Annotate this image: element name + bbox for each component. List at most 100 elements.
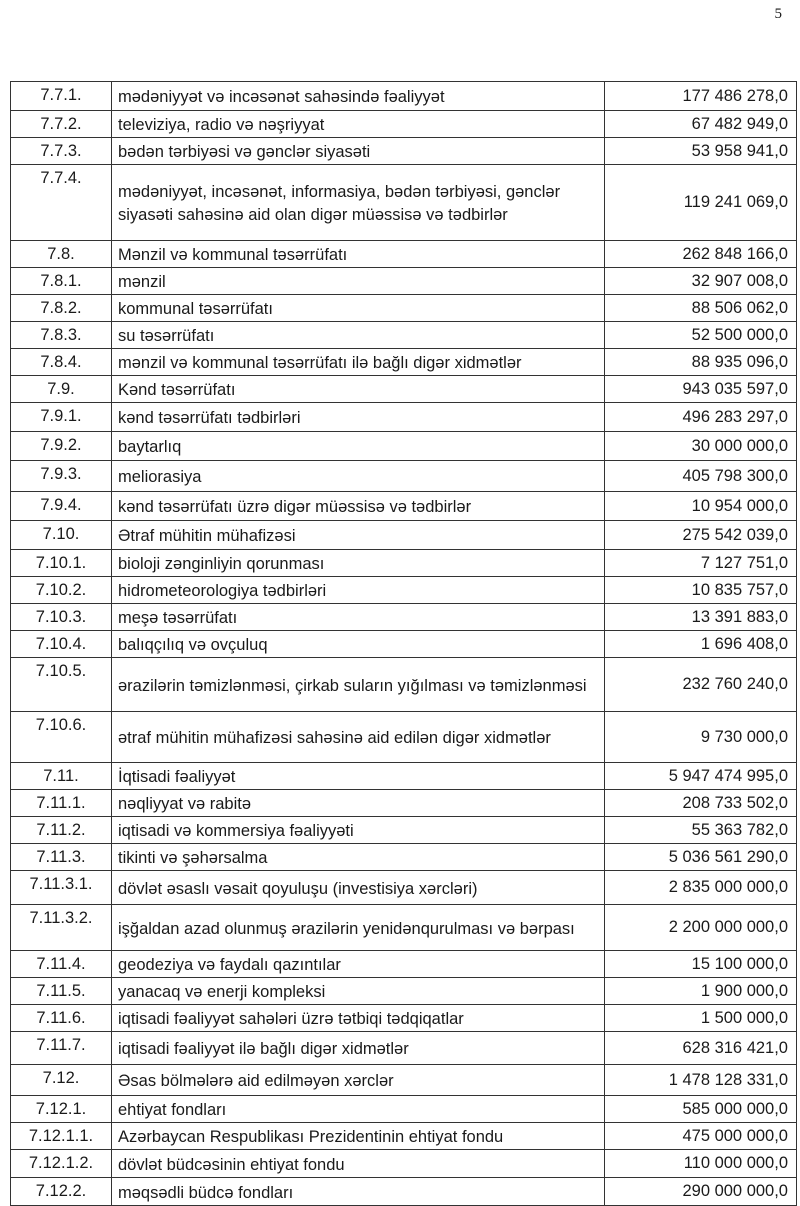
table-row: 7.11.3.2. işğaldan azad olunmuş əraziləri… bbox=[10, 904, 797, 951]
row-amount: 496 283 297,0 bbox=[604, 402, 797, 432]
row-description: tikinti və şəhərsalma bbox=[111, 843, 605, 871]
table-row: 7.9.3. meliorasiya 405 798 300,0 bbox=[10, 460, 797, 492]
row-code: 7.10. bbox=[10, 520, 112, 550]
table-row: 7.11. İqtisadi fəaliyyət 5 947 474 995,0 bbox=[10, 762, 797, 790]
row-description: bioloji zənginliyin qorunması bbox=[111, 549, 605, 577]
row-amount: 7 127 751,0 bbox=[604, 549, 797, 577]
row-description: İqtisadi fəaliyyət bbox=[111, 762, 605, 790]
table-row: 7.8.1. mənzil 32 907 008,0 bbox=[10, 267, 797, 295]
row-code: 7.9.1. bbox=[10, 402, 112, 432]
row-code: 7.8.1. bbox=[10, 267, 112, 295]
table-row: 7.11.4. geodeziya və faydalı qazıntılar 15… bbox=[10, 950, 797, 978]
row-amount: 110 000 000,0 bbox=[604, 1149, 797, 1178]
row-description: dövlət əsaslı vəsait qoyuluşu (investisi… bbox=[111, 870, 605, 905]
budget-table: 7.7.1. mədəniyyət və incəsənət sahəsində … bbox=[10, 81, 797, 1206]
row-code: 7.7.3. bbox=[10, 137, 112, 165]
table-row: 7.9.2. baytarlıq 30 000 000,0 bbox=[10, 431, 797, 461]
row-code: 7.11.2. bbox=[10, 816, 112, 844]
row-code: 7.9.3. bbox=[10, 460, 112, 492]
row-amount: 275 542 039,0 bbox=[604, 520, 797, 550]
table-row: 7.9. Kənd təsərrüfatı 943 035 597,0 bbox=[10, 375, 797, 403]
table-row: 7.10.4. balıqçılıq və ovçuluq 1 696 408,0 bbox=[10, 630, 797, 658]
table-row: 7.11.6. iqtisadi fəaliyyət sahələri üzrə … bbox=[10, 1004, 797, 1032]
row-amount: 628 316 421,0 bbox=[604, 1031, 797, 1065]
row-code: 7.11.3.2. bbox=[10, 904, 112, 951]
table-row: 7.11.3.1. dövlət əsaslı vəsait qoyuluşu (… bbox=[10, 870, 797, 905]
row-description: balıqçılıq və ovçuluq bbox=[111, 630, 605, 658]
row-code: 7.10.4. bbox=[10, 630, 112, 658]
row-description: mədəniyyət və incəsənət sahəsində fəaliy… bbox=[111, 81, 605, 111]
row-code: 7.9.2. bbox=[10, 431, 112, 461]
row-description: mədəniyyət, incəsənət, informasiya, bədə… bbox=[111, 164, 605, 241]
row-code: 7.11. bbox=[10, 762, 112, 790]
row-amount: 67 482 949,0 bbox=[604, 110, 797, 138]
row-amount: 13 391 883,0 bbox=[604, 603, 797, 631]
row-amount: 1 478 128 331,0 bbox=[604, 1064, 797, 1096]
row-amount: 208 733 502,0 bbox=[604, 789, 797, 817]
table-row: 7.8.2. kommunal təsərrüfatı 88 506 062,0 bbox=[10, 294, 797, 322]
row-amount: 9 730 000,0 bbox=[604, 711, 797, 763]
row-amount: 2 835 000 000,0 bbox=[604, 870, 797, 905]
row-description: kənd təsərrüfatı tədbirləri bbox=[111, 402, 605, 432]
row-amount: 88 935 096,0 bbox=[604, 348, 797, 376]
row-amount: 88 506 062,0 bbox=[604, 294, 797, 322]
row-description: Mənzil və kommunal təsərrüfatı bbox=[111, 240, 605, 268]
row-code: 7.12. bbox=[10, 1064, 112, 1096]
row-description: mənzil bbox=[111, 267, 605, 295]
row-code: 7.11.4. bbox=[10, 950, 112, 978]
row-amount: 1 900 000,0 bbox=[604, 977, 797, 1005]
row-amount: 475 000 000,0 bbox=[604, 1122, 797, 1150]
row-description: nəqliyyat və rabitə bbox=[111, 789, 605, 817]
row-code: 7.10.6. bbox=[10, 711, 112, 763]
row-description: dövlət büdcəsinin ehtiyat fondu bbox=[111, 1149, 605, 1178]
row-amount: 5 036 561 290,0 bbox=[604, 843, 797, 871]
row-description: ətraf mühitin mühafizəsi sahəsinə aid ed… bbox=[111, 711, 605, 763]
row-description: televiziya, radio və nəşriyyat bbox=[111, 110, 605, 138]
table-row: 7.7.1. mədəniyyət və incəsənət sahəsində … bbox=[10, 81, 797, 111]
row-code: 7.11.5. bbox=[10, 977, 112, 1005]
row-description: meşə təsərrüfatı bbox=[111, 603, 605, 631]
row-code: 7.11.3.1. bbox=[10, 870, 112, 905]
row-code: 7.10.3. bbox=[10, 603, 112, 631]
row-code: 7.11.3. bbox=[10, 843, 112, 871]
table-row: 7.7.4. mədəniyyət, incəsənət, informasiya… bbox=[10, 164, 797, 241]
table-row: 7.11.2. iqtisadi və kommersiya fəaliyyəti… bbox=[10, 816, 797, 844]
row-description: su təsərrüfatı bbox=[111, 321, 605, 349]
table-row: 7.11.1. nəqliyyat və rabitə 208 733 502,0 bbox=[10, 789, 797, 817]
row-amount: 232 760 240,0 bbox=[604, 657, 797, 712]
table-row: 7.10.2. hidrometeorologiya tədbirləri 10 8… bbox=[10, 576, 797, 604]
row-code: 7.10.2. bbox=[10, 576, 112, 604]
row-description: hidrometeorologiya tədbirləri bbox=[111, 576, 605, 604]
row-code: 7.9.4. bbox=[10, 491, 112, 521]
table-row: 7.10.6. ətraf mühitin mühafizəsi sahəsinə… bbox=[10, 711, 797, 763]
row-code: 7.7.1. bbox=[10, 81, 112, 111]
row-amount: 53 958 941,0 bbox=[604, 137, 797, 165]
row-amount: 55 363 782,0 bbox=[604, 816, 797, 844]
row-amount: 1 500 000,0 bbox=[604, 1004, 797, 1032]
table-row: 7.8.4. mənzil və kommunal təsərrüfatı ilə… bbox=[10, 348, 797, 376]
row-description: baytarlıq bbox=[111, 431, 605, 461]
row-code: 7.7.4. bbox=[10, 164, 112, 241]
table-row: 7.11.3. tikinti və şəhərsalma 5 036 561 29… bbox=[10, 843, 797, 871]
table-row: 7.10. Ətraf mühitin mühafizəsi 275 542 039… bbox=[10, 520, 797, 550]
row-description: ehtiyat fondları bbox=[111, 1095, 605, 1123]
row-amount: 10 835 757,0 bbox=[604, 576, 797, 604]
row-code: 7.11.7. bbox=[10, 1031, 112, 1065]
row-code: 7.8.3. bbox=[10, 321, 112, 349]
page-number: 5 bbox=[774, 6, 783, 22]
table-row: 7.7.2. televiziya, radio və nəşriyyat 67 4… bbox=[10, 110, 797, 138]
row-code: 7.12.1.1. bbox=[10, 1122, 112, 1150]
row-description: Azərbaycan Respublikası Prezidentinin eh… bbox=[111, 1122, 605, 1150]
table-row: 7.10.3. meşə təsərrüfatı 13 391 883,0 bbox=[10, 603, 797, 631]
row-amount: 10 954 000,0 bbox=[604, 491, 797, 521]
table-row: 7.12.1.1. Azərbaycan Respublikası Prezide… bbox=[10, 1122, 797, 1150]
row-description: iqtisadi fəaliyyət ilə bağlı digər xidmə… bbox=[111, 1031, 605, 1065]
row-amount: 5 947 474 995,0 bbox=[604, 762, 797, 790]
table-row: 7.11.5. yanacaq və enerji kompleksi 1 900 … bbox=[10, 977, 797, 1005]
row-code: 7.10.5. bbox=[10, 657, 112, 712]
row-code: 7.8.4. bbox=[10, 348, 112, 376]
table-row: 7.10.1. bioloji zənginliyin qorunması 7 12… bbox=[10, 549, 797, 577]
row-description: yanacaq və enerji kompleksi bbox=[111, 977, 605, 1005]
row-amount: 262 848 166,0 bbox=[604, 240, 797, 268]
row-code: 7.11.6. bbox=[10, 1004, 112, 1032]
